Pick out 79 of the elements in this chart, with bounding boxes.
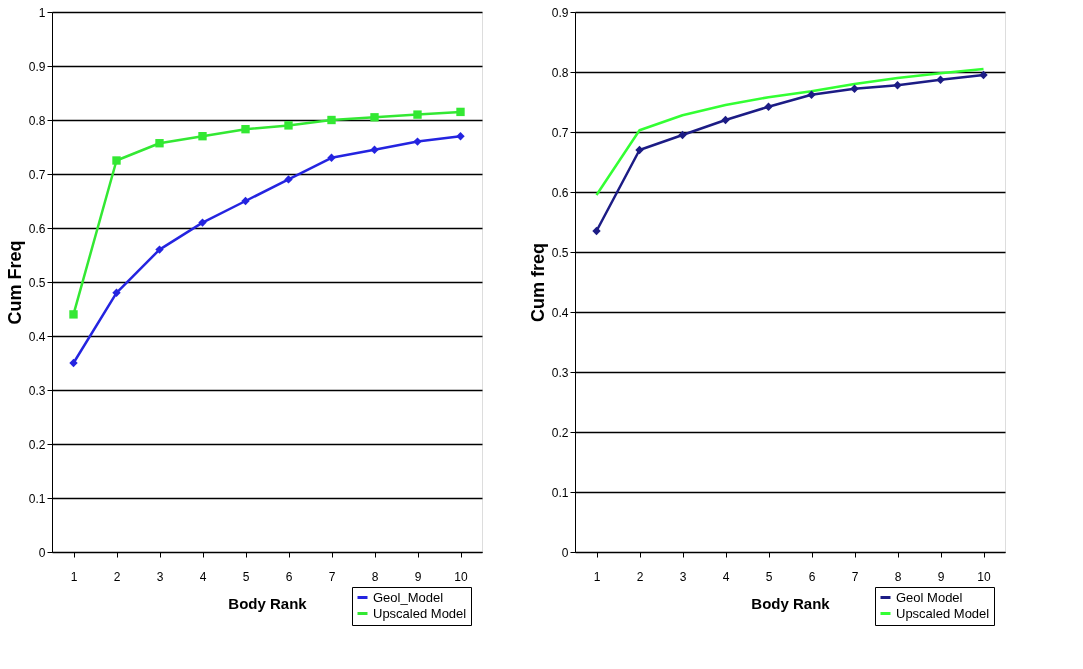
x-tick-label: 6 — [285, 569, 293, 584]
x-tick-label: 6 — [808, 569, 816, 584]
y-tick-label: 0.6 — [551, 185, 569, 200]
point — [893, 81, 902, 90]
y-tick-label: 0.7 — [551, 125, 569, 140]
x-axis-title: Body Rank — [228, 594, 308, 612]
point — [284, 121, 293, 130]
point — [413, 110, 422, 119]
legend-label: Upscaled Model — [896, 605, 990, 621]
x-tick-label: 9 — [937, 569, 945, 584]
point — [155, 139, 164, 148]
x-tick-label: 10 — [977, 569, 991, 584]
y-tick-label: 0.5 — [28, 275, 46, 290]
y-tick-label: 0.9 — [28, 59, 46, 74]
x-tick-label: 2 — [636, 569, 644, 584]
x-tick-label: 3 — [679, 569, 687, 584]
y-tick-label: 0.3 — [28, 383, 46, 398]
point — [155, 245, 164, 254]
x-tick-label: 4 — [722, 569, 730, 584]
x-tick-label: 5 — [242, 569, 250, 584]
point — [112, 288, 121, 297]
x-tick-label: 3 — [156, 569, 164, 584]
y-tick-label: 0 — [561, 545, 569, 560]
x-tick-label: 7 — [851, 569, 859, 584]
y-tick-label: 0.8 — [551, 65, 569, 80]
y-axis-title: Cum Freq — [4, 240, 25, 325]
point — [979, 70, 988, 80]
y-tick-label: 0.4 — [551, 305, 569, 320]
point — [807, 90, 816, 99]
point — [112, 156, 121, 165]
point — [635, 145, 644, 155]
y-tick-label: 0 — [38, 545, 46, 560]
point — [69, 358, 78, 368]
x-tick-label: 5 — [765, 569, 773, 584]
y-tick-label: 0.3 — [551, 365, 569, 380]
y-tick-label: 0.7 — [28, 167, 46, 182]
point — [241, 196, 250, 206]
point — [936, 75, 945, 84]
point — [327, 153, 336, 162]
point — [327, 115, 336, 125]
point — [678, 130, 687, 140]
x-tick-label: 8 — [894, 569, 902, 584]
point — [370, 113, 379, 122]
x-tick-label: 1 — [593, 569, 601, 584]
point — [850, 84, 859, 93]
y-tick-label: 0.2 — [551, 425, 569, 440]
x-axis-title: Body Rank — [751, 594, 831, 612]
y-tick-label: 0.5 — [551, 245, 569, 260]
legend-label: Geol_Model — [373, 589, 444, 605]
point — [198, 218, 207, 227]
y-tick-label: 0.8 — [28, 113, 46, 128]
x-tick-label: 9 — [414, 569, 422, 584]
y-tick-label: 0.6 — [28, 221, 46, 236]
point — [592, 226, 601, 236]
x-tick-label: 8 — [371, 569, 379, 584]
y-tick-label: 1 — [38, 5, 46, 20]
y-tick-label: 0.1 — [551, 485, 569, 500]
point — [721, 115, 730, 125]
point — [413, 137, 422, 146]
point — [241, 125, 250, 134]
point — [198, 132, 207, 141]
x-tick-label: 4 — [199, 569, 207, 584]
legend-label: Geol Model — [896, 589, 963, 605]
point — [456, 107, 465, 117]
x-tick-label: 2 — [113, 569, 121, 584]
y-axis-title: Cum freq — [527, 242, 548, 323]
x-tick-label: 1 — [70, 569, 78, 584]
y-tick-label: 0.4 — [28, 329, 46, 344]
x-tick-label: 7 — [328, 569, 336, 584]
x-tick-label: 10 — [454, 569, 468, 584]
legend-label: Upscaled Model — [373, 605, 467, 621]
point — [69, 310, 78, 319]
y-tick-label: 0.2 — [28, 437, 46, 452]
point — [370, 145, 379, 154]
point — [284, 175, 293, 184]
point — [456, 132, 465, 141]
y-tick-label: 0.1 — [28, 491, 46, 506]
point — [764, 102, 773, 111]
y-tick-label: 0.9 — [551, 5, 569, 20]
